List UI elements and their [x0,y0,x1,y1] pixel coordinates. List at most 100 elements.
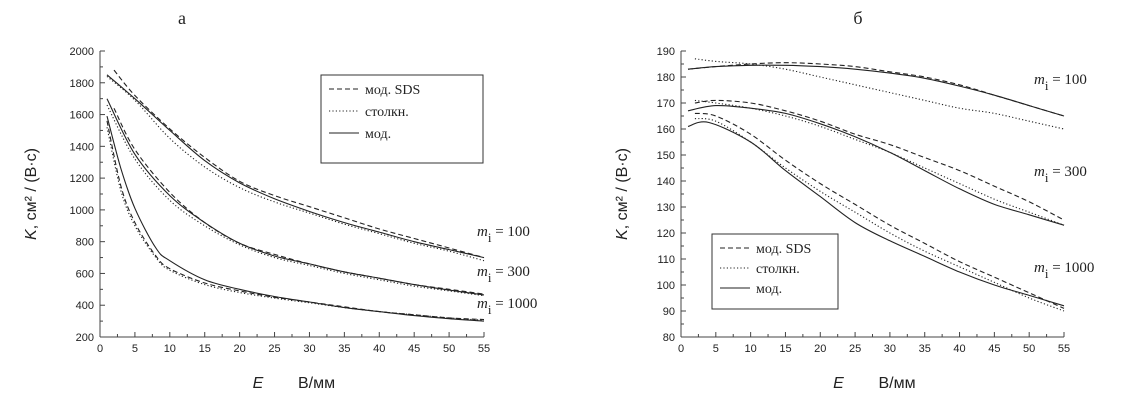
legend-label: столкн. [365,105,409,120]
y-tick-label: 130 [657,202,675,214]
annotation-var: m [477,296,488,312]
x-tick-label: 50 [443,343,455,355]
annotation-sub: i [488,230,492,245]
y-tick-label: 1600 [70,110,94,122]
x-axis-unit: В/мм [879,375,916,392]
y-axis-unit: , см² / (В·с) [614,148,631,229]
x-tick-label: 45 [408,343,420,355]
series-line-dotted-4 [106,104,485,297]
series-line-solid-5 [106,98,485,296]
y-tick-label: 120 [657,228,675,240]
x-tick-label: 35 [338,343,350,355]
y-tick-label: 160 [657,124,675,136]
y-axis-label: K, см² / (В·с) [23,148,40,240]
chart-b: б 0 5 10 15 20 25 30 35 40 45 50 55 80 90 100 110 120 130 1… [614,8,1094,392]
annotation-var: m [477,264,488,280]
curve-annotation: mi = 100 [477,224,530,245]
x-tick-label: 0 [97,343,103,355]
x-tick-label: 5 [132,343,138,355]
x-axis-var: E [253,375,264,392]
x-tick-label: 40 [373,343,385,355]
x-tick-label: 15 [779,343,791,355]
y-tick-label: 90 [663,306,675,318]
annotation-var: m [477,224,488,240]
annotation-sub: i [1045,78,1049,93]
annotation-sub: i [488,270,492,285]
x-tick-label: 55 [1058,343,1070,355]
y-tick-label: 600 [76,268,94,280]
x-tick-label: 15 [199,343,211,355]
x-tick-label: 10 [745,343,757,355]
y-tick-label: 150 [657,150,675,162]
annotation-var: m [1034,164,1045,180]
x-tick-label: 5 [713,343,719,355]
y-tick-label: 140 [657,176,675,188]
series-line-dashed-3 [694,99,1065,221]
y-tick-label: 800 [76,237,94,249]
y-tick-label: 2000 [70,46,94,58]
y-tick-label: 170 [657,98,675,110]
y-tick-label: 1000 [70,205,94,217]
y-axis-var: K [614,228,631,240]
x-tick-label: 30 [303,343,315,355]
annotation-value: = 1000 [1048,260,1094,276]
y-tick-label: 100 [657,280,675,292]
annotation-value: = 100 [491,224,529,240]
annotation-value: = 300 [1048,164,1086,180]
legend-label: мод. SDS [756,242,811,257]
panel-label: а [178,8,186,28]
legend-label: мод. [756,282,782,297]
x-tick-label: 10 [164,343,176,355]
series-line-dashed-0 [113,69,485,259]
x-tick-label: 40 [953,343,965,355]
y-tick-label: 1800 [70,78,94,90]
y-axis-var: K [23,228,40,240]
series-line-dotted-4 [694,99,1065,226]
y-tick-label: 1400 [70,141,94,153]
annotation-value: = 1000 [491,296,537,312]
curve-annotation: mi = 300 [1034,164,1087,185]
x-axis-unit: В/мм [298,375,335,392]
legend-box [320,74,484,164]
annotation-sub: i [1045,266,1049,281]
chart-a: а 0 5 10 15 20 25 30 35 40 45 50 55 200 400 600 800 1000 1… [23,8,537,392]
x-tick-label: 25 [268,343,280,355]
legend-label: мод. [365,127,391,142]
x-tick-label: 55 [478,343,490,355]
x-tick-label: 25 [849,343,861,355]
annotation-sub: i [488,302,492,317]
legend-label: столкн. [756,262,800,277]
legend-box [711,233,839,310]
series-line-dotted-1 [106,75,485,262]
y-tick-label: 110 [657,254,675,266]
y-axis-label: K, см² / (В·с) [614,148,631,240]
x-tick-label: 50 [1023,343,1035,355]
x-tick-label: 35 [919,343,931,355]
series-line-solid-2 [106,74,485,259]
curve-annotation: mi = 300 [477,264,530,285]
series-line-solid-8 [106,115,485,322]
curve-annotation: mi = 1000 [1034,260,1094,281]
y-tick-label: 400 [76,300,94,312]
x-tick-label: 0 [678,343,684,355]
y-axis-unit: , см² / (В·с) [23,148,40,229]
annotation-value: = 100 [1048,72,1086,88]
annotation-var: m [1034,260,1045,276]
series-line-solid-8 [687,121,1065,307]
y-tick-label: 1200 [70,173,94,185]
series-line-dashed-6 [694,112,1065,309]
y-tick-label: 180 [657,72,675,84]
x-axis-var: E [833,375,844,392]
series-line-solid-5 [687,104,1065,226]
series-line-dotted-1 [694,58,1065,130]
annotation-sub: i [1045,170,1049,185]
series-line-dashed-6 [106,120,485,321]
x-tick-label: 30 [884,343,896,355]
x-tick-label: 20 [814,343,826,355]
panel-label: б [853,8,862,28]
legend-label: мод. SDS [365,83,420,98]
annotation-var: m [1034,72,1045,88]
y-tick-label: 200 [76,332,94,344]
y-tick-label: 190 [657,46,675,58]
